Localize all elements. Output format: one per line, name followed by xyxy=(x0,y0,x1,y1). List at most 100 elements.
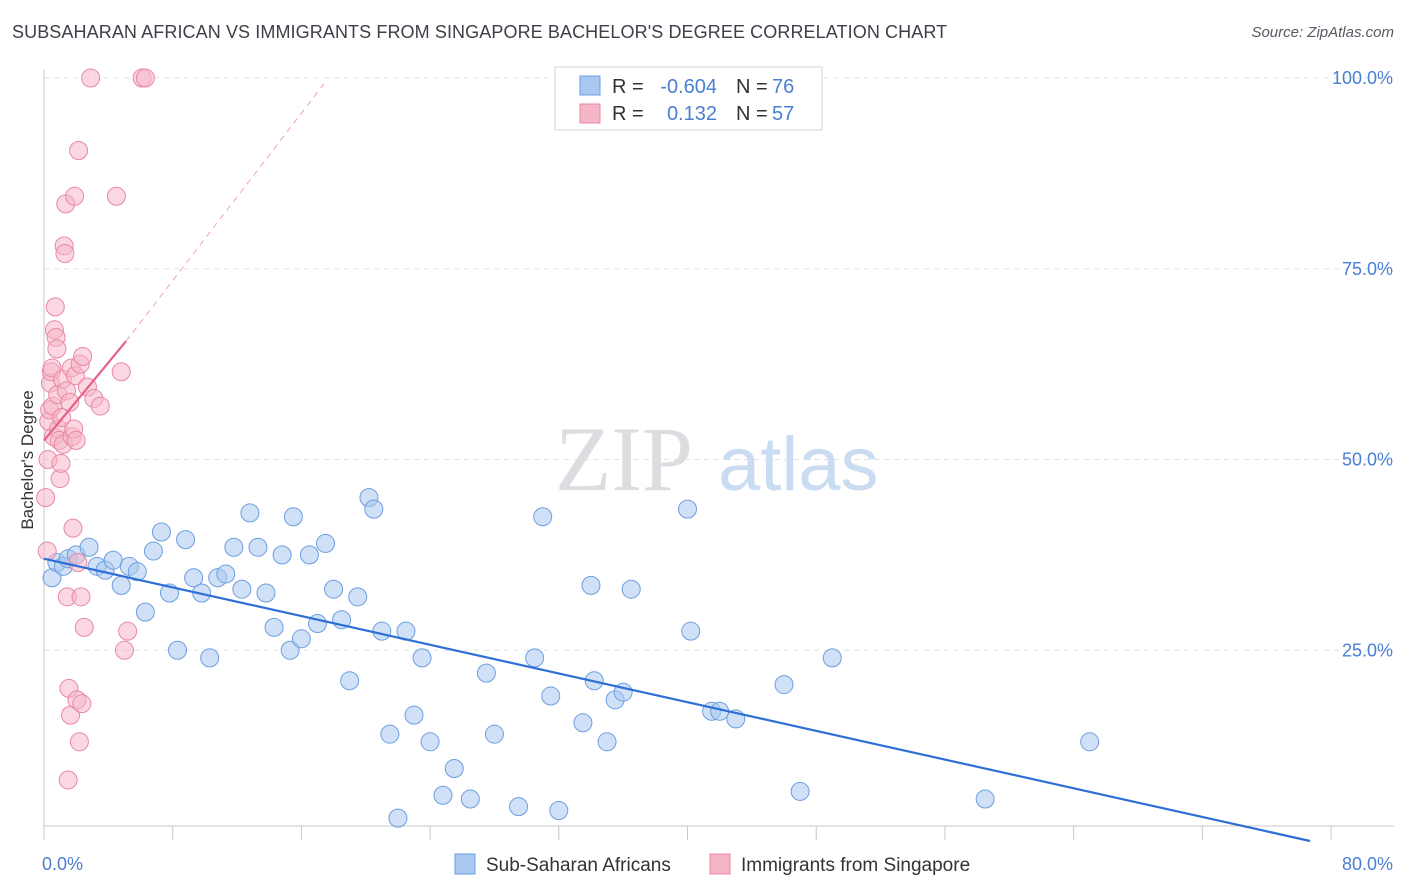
point-subsaharan-67 xyxy=(678,499,697,519)
point-singapore-50 xyxy=(90,396,110,416)
x-tick-label-0: 0.0% xyxy=(42,854,83,874)
point-subsaharan-8 xyxy=(103,550,123,570)
point-singapore-52 xyxy=(111,362,131,382)
point-subsaharan-52 xyxy=(476,663,496,683)
point-singapore-39 xyxy=(68,553,88,573)
point-subsaharan-60 xyxy=(581,575,601,595)
point-subsaharan-72 xyxy=(790,781,810,801)
chart-title: SUBSAHARAN AFRICAN VS IMMIGRANTS FROM SI… xyxy=(12,22,948,42)
point-subsaharan-53 xyxy=(484,724,504,744)
point-subsaharan-22 xyxy=(216,564,236,584)
stats-legend-n-value-pink: 57 xyxy=(772,103,794,125)
point-subsaharan-73 xyxy=(822,648,842,668)
point-singapore-13 xyxy=(47,339,67,359)
y-tick-label-2: 75.0% xyxy=(1342,259,1393,279)
point-subsaharan-18 xyxy=(184,568,204,588)
point-subsaharan-56 xyxy=(533,507,553,527)
series-legend-swatch-blue xyxy=(454,853,476,875)
point-subsaharan-17 xyxy=(176,530,196,550)
series-legend: Sub-Saharan Africans Immigrants from Sin… xyxy=(454,853,970,876)
point-subsaharan-14 xyxy=(151,522,171,542)
point-subsaharan-58 xyxy=(549,800,569,820)
point-subsaharan-23 xyxy=(224,537,244,557)
point-subsaharan-20 xyxy=(200,648,220,668)
point-singapore-37 xyxy=(66,430,86,450)
point-subsaharan-25 xyxy=(240,503,260,523)
stats-legend-n-label-pink: N = xyxy=(736,103,768,125)
stats-legend-r-value-blue: -0.604 xyxy=(660,76,717,98)
point-subsaharan-30 xyxy=(280,640,300,660)
point-singapore-35 xyxy=(65,186,85,206)
point-singapore-54 xyxy=(118,621,138,641)
point-singapore-43 xyxy=(71,587,91,607)
point-singapore-44 xyxy=(72,694,92,714)
x-axis-ticks xyxy=(43,826,1332,840)
point-singapore-33 xyxy=(63,518,83,538)
x-tick-label-1: 80.0% xyxy=(1342,854,1393,874)
stats-legend-r-label-pink: R = xyxy=(612,103,644,125)
point-subsaharan-29 xyxy=(272,545,292,565)
point-singapore-41 xyxy=(69,732,89,752)
stats-legend: R = -0.604 N = 76 R = 0.132 N = 57 xyxy=(554,66,823,131)
point-subsaharan-24 xyxy=(232,579,252,599)
point-singapore-46 xyxy=(74,617,94,637)
stats-legend-n-value-blue: 76 xyxy=(772,76,794,98)
watermark-atlas: atlas xyxy=(718,422,879,507)
point-subsaharan-43 xyxy=(380,724,400,744)
point-subsaharan-50 xyxy=(444,759,464,779)
point-subsaharan-74 xyxy=(975,789,995,809)
data-points xyxy=(36,68,1100,828)
point-subsaharan-71 xyxy=(774,675,794,695)
y-tick-label-3: 100.0% xyxy=(1332,68,1393,88)
point-subsaharan-75 xyxy=(1080,732,1100,752)
point-singapore-0 xyxy=(36,488,56,508)
point-subsaharan-48 xyxy=(420,732,440,752)
point-subsaharan-26 xyxy=(248,537,268,557)
point-singapore-56 xyxy=(135,68,155,88)
point-singapore-27 xyxy=(58,770,78,790)
point-singapore-51 xyxy=(106,186,126,206)
point-subsaharan-46 xyxy=(404,705,424,725)
stats-legend-swatch-blue xyxy=(579,75,601,96)
point-subsaharan-47 xyxy=(412,648,432,668)
point-subsaharan-62 xyxy=(597,732,617,752)
point-subsaharan-44 xyxy=(388,808,408,828)
point-subsaharan-57 xyxy=(541,686,561,706)
point-subsaharan-35 xyxy=(316,533,336,553)
y-axis-label: Bachelor's Degree xyxy=(18,390,37,529)
point-subsaharan-54 xyxy=(509,797,529,817)
point-subsaharan-31 xyxy=(283,507,303,527)
point-singapore-23 xyxy=(55,243,75,263)
gridlines xyxy=(44,77,1394,651)
point-singapore-45 xyxy=(73,346,93,366)
point-subsaharan-65 xyxy=(621,579,641,599)
point-subsaharan-42 xyxy=(372,621,392,641)
point-subsaharan-13 xyxy=(143,541,163,561)
point-singapore-18 xyxy=(51,453,71,473)
point-singapore-53 xyxy=(114,640,134,660)
point-singapore-29 xyxy=(60,392,80,412)
point-subsaharan-39 xyxy=(348,587,368,607)
point-subsaharan-55 xyxy=(525,648,545,668)
axes xyxy=(43,70,1394,827)
point-subsaharan-38 xyxy=(340,671,360,691)
point-singapore-11 xyxy=(45,297,65,317)
point-singapore-40 xyxy=(69,140,89,160)
point-subsaharan-12 xyxy=(135,602,155,622)
point-subsaharan-49 xyxy=(433,785,453,805)
trend-line-singapore xyxy=(43,340,127,442)
source-credit: Source: ZipAtlas.com xyxy=(1251,24,1394,41)
point-subsaharan-36 xyxy=(324,579,344,599)
point-singapore-1 xyxy=(37,541,57,561)
series-legend-label-pink: Immigrants from Singapore xyxy=(741,855,970,876)
stats-legend-r-value-pink: 0.132 xyxy=(667,103,717,125)
x-axis-tick-labels: 0.0% 80.0% xyxy=(42,854,1393,874)
series-legend-label-blue: Sub-Saharan Africans xyxy=(486,855,671,876)
point-subsaharan-28 xyxy=(264,617,284,637)
point-subsaharan-16 xyxy=(168,640,188,660)
series-legend-swatch-pink xyxy=(709,853,731,875)
point-singapore-48 xyxy=(81,68,101,88)
trend-line-subsaharan xyxy=(43,557,1311,843)
point-subsaharan-51 xyxy=(460,789,480,809)
